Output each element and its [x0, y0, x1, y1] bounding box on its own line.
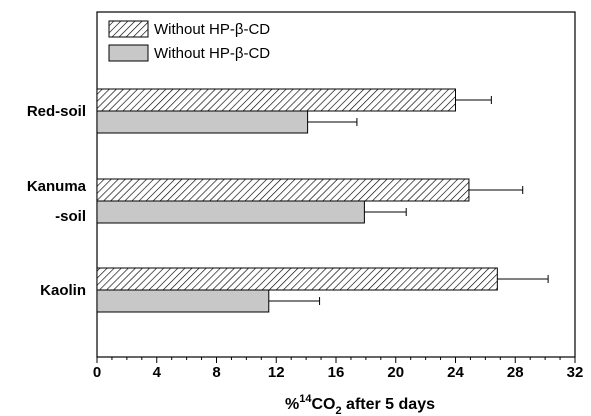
x-axis-title-main: CO: [311, 396, 335, 413]
x-axis-title-superscript: 14: [299, 393, 312, 405]
category-label: Kanuma: [27, 178, 87, 195]
x-axis-title: %14CO2 after 5 days: [285, 393, 435, 416]
legend-label: Without HP-β-CD: [154, 45, 270, 62]
x-tick-label: 12: [268, 364, 285, 381]
x-tick-label: 16: [328, 364, 345, 381]
category-label: -soil: [55, 208, 86, 225]
legend-label: Without HP-β-CD: [154, 21, 270, 38]
x-axis-title-subscript: 2: [335, 405, 341, 416]
x-tick-label: 20: [387, 364, 404, 381]
x-tick-label: 0: [93, 364, 101, 381]
x-tick-label: 32: [567, 364, 584, 381]
bar-gray-0: [96, 110, 309, 134]
bar-hatched-2: [96, 267, 498, 291]
bar-gray-1: [96, 200, 365, 224]
x-axis-title-suffix: after 5 days: [342, 396, 435, 413]
category-label: Red-soil: [27, 103, 86, 120]
x-tick-label: 24: [447, 364, 464, 381]
bar-gray-2: [96, 289, 270, 313]
bar-hatched-0: [96, 88, 456, 112]
x-tick-label: 28: [507, 364, 524, 381]
legend-swatch-gray: [108, 44, 149, 62]
x-axis-title-prefix: %: [285, 396, 299, 413]
x-tick-label: 8: [212, 364, 220, 381]
bar-hatched-1: [96, 178, 470, 202]
legend-swatch-hatched: [108, 20, 149, 38]
x-tick-label: 4: [153, 364, 162, 381]
category-label: Kaolin: [40, 282, 86, 299]
